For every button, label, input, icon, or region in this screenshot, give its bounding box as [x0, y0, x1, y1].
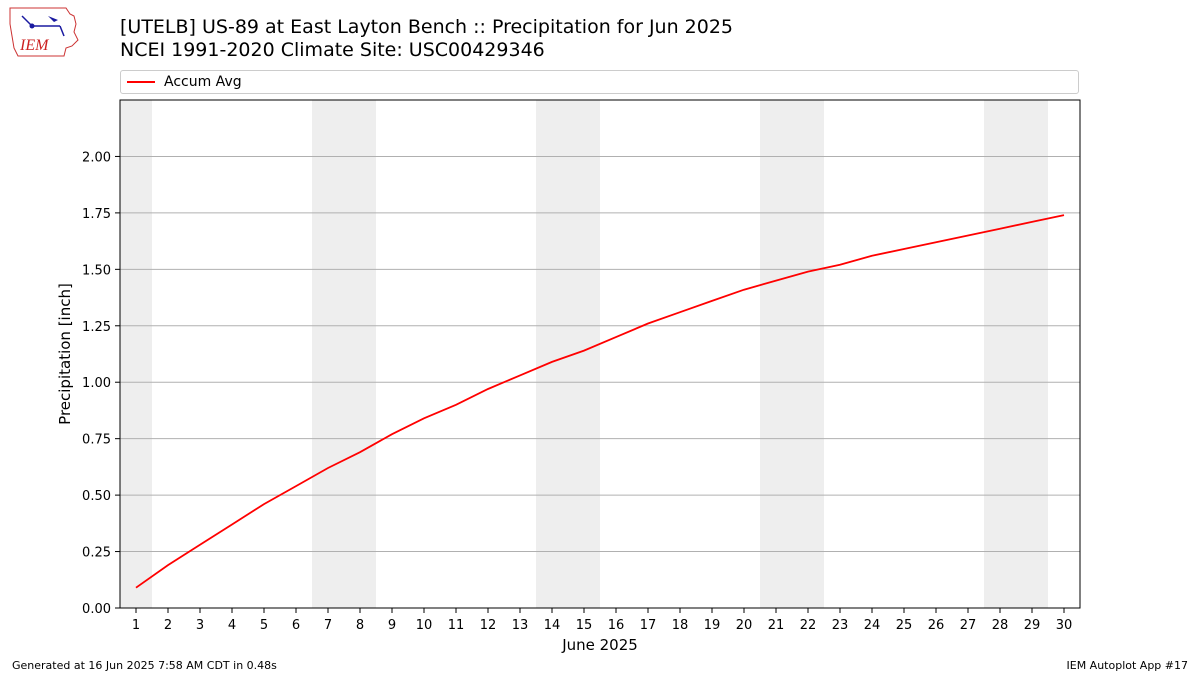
x-tick-label: 11: [448, 618, 465, 633]
y-tick-label: 1.00: [82, 376, 111, 391]
chart-subtitle: NCEI 1991-2020 Climate Site: USC00429346: [120, 39, 545, 61]
y-axis-label: Precipitation [inch]: [56, 283, 74, 425]
x-tick-label: 4: [228, 618, 236, 633]
weekend-band: [312, 100, 344, 608]
plot-frame: [119, 99, 1081, 609]
series-line-accum-avg: [135, 214, 1065, 589]
x-tick-label: 14: [544, 618, 561, 633]
x-tick-label: 16: [608, 618, 625, 633]
x-tick-label: 19: [704, 618, 721, 633]
x-tick-label: 23: [832, 618, 849, 633]
weekend-band: [536, 100, 568, 608]
weekend-band: [760, 100, 792, 608]
y-tick-label: 1.25: [82, 320, 111, 335]
x-tick-label: 30: [1056, 618, 1073, 633]
x-tick-label: 2: [164, 618, 172, 633]
x-tick-label: 1: [132, 618, 140, 633]
x-tick-label: 28: [992, 618, 1009, 633]
x-tick-label: 25: [896, 618, 913, 633]
y-tick-label: 1.50: [82, 263, 111, 278]
x-tick-label: 5: [260, 618, 268, 633]
weekend-band: [120, 100, 152, 608]
x-tick-label: 22: [800, 618, 817, 633]
y-tick-label: 1.75: [82, 207, 111, 222]
x-tick-label: 6: [292, 618, 300, 633]
y-tick-label: 0.00: [82, 602, 111, 617]
x-tick-label: 27: [960, 618, 977, 633]
x-tick-label: 21: [768, 618, 785, 633]
footer-app: IEM Autoplot App #17: [1066, 659, 1189, 672]
y-tick-label: 0.75: [82, 433, 111, 448]
chart-title: [UTELB] US-89 at East Layton Bench :: Pr…: [120, 16, 734, 38]
logo-text: IEM: [19, 37, 50, 54]
x-tick-label: 10: [416, 618, 433, 633]
x-tick-label: 8: [356, 618, 364, 633]
weekend-band: [568, 100, 600, 608]
weekend-band: [792, 100, 824, 608]
x-tick-label: 18: [672, 618, 689, 633]
weekend-band: [1016, 100, 1048, 608]
x-tick-label: 9: [388, 618, 396, 633]
x-tick-label: 26: [928, 618, 945, 633]
y-tick-label: 0.25: [82, 546, 111, 561]
x-tick-label: 15: [576, 618, 593, 633]
iem-logo: IEM: [9, 7, 79, 57]
x-tick-label: 24: [864, 618, 881, 633]
legend-swatch: [127, 81, 155, 83]
x-tick-label: 13: [512, 618, 529, 633]
x-tick-label: 20: [736, 618, 753, 633]
x-tick-label: 29: [1024, 618, 1041, 633]
y-tick-label: 2.00: [82, 150, 111, 165]
footer-generated: Generated at 16 Jun 2025 7:58 AM CDT in …: [12, 659, 277, 672]
x-tick-label: 7: [324, 618, 332, 633]
y-tick-label: 0.50: [82, 489, 111, 504]
x-axis-label: June 2025: [561, 636, 638, 654]
weekend-band: [984, 100, 1016, 608]
x-tick-label: 17: [640, 618, 657, 633]
legend: Accum Avg: [120, 70, 1079, 94]
legend-label: Accum Avg: [164, 74, 242, 90]
weekend-band: [344, 100, 376, 608]
x-tick-label: 3: [196, 618, 204, 633]
x-tick-label: 12: [480, 618, 497, 633]
